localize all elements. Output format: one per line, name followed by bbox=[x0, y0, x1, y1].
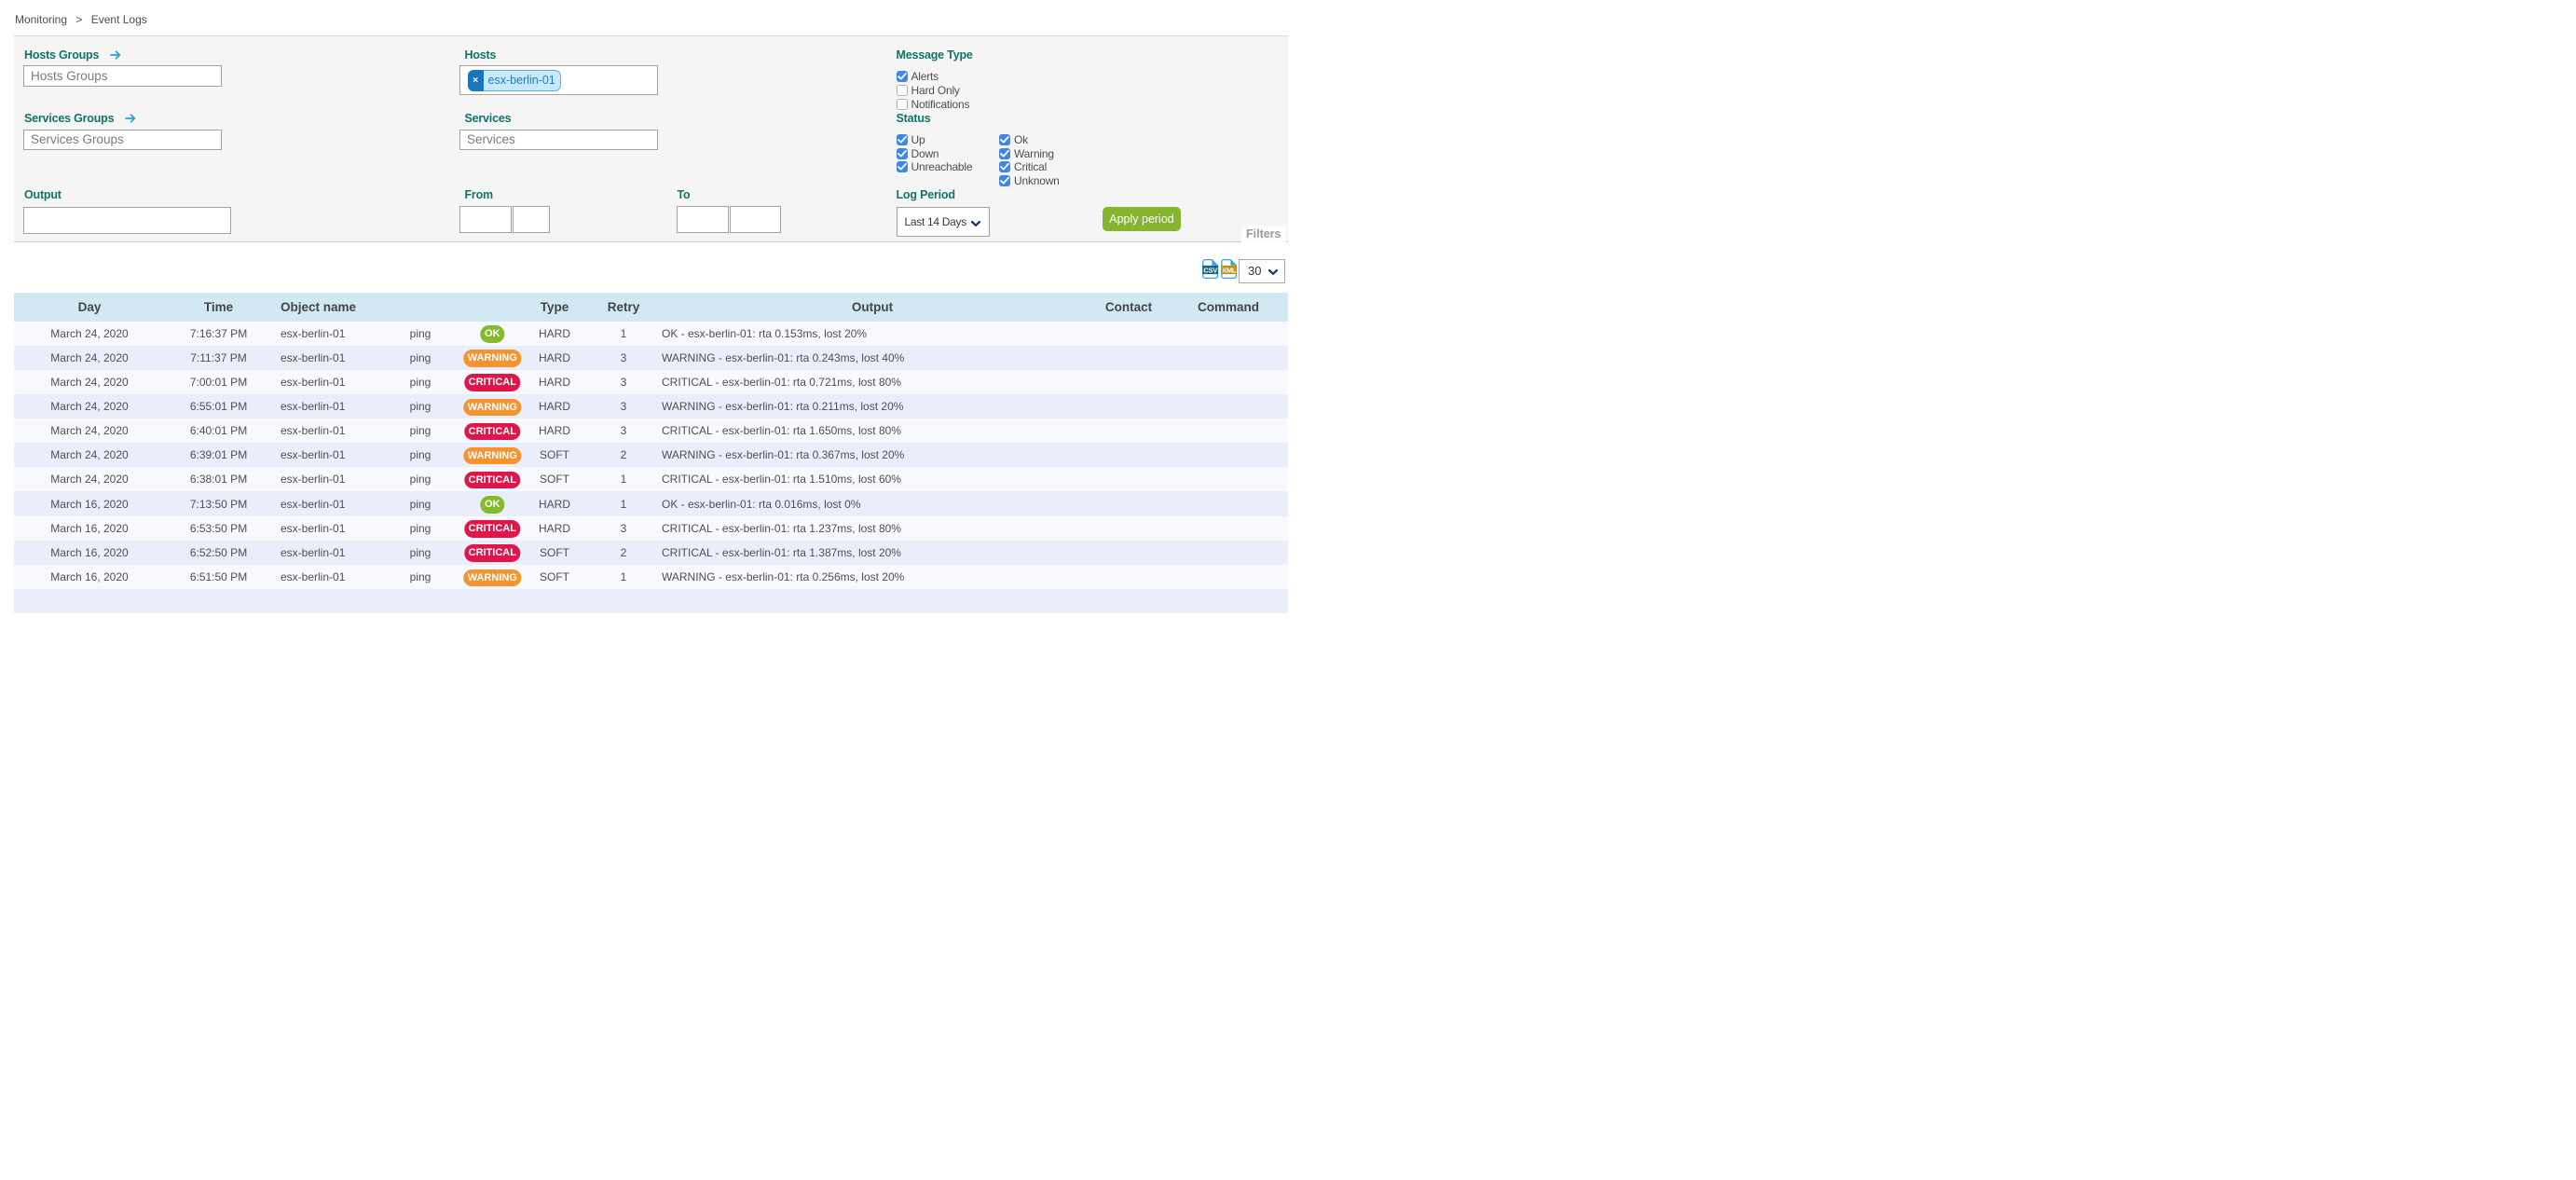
svg-text:XML: XML bbox=[1222, 266, 1237, 274]
svg-text:CSV: CSV bbox=[1203, 266, 1218, 274]
